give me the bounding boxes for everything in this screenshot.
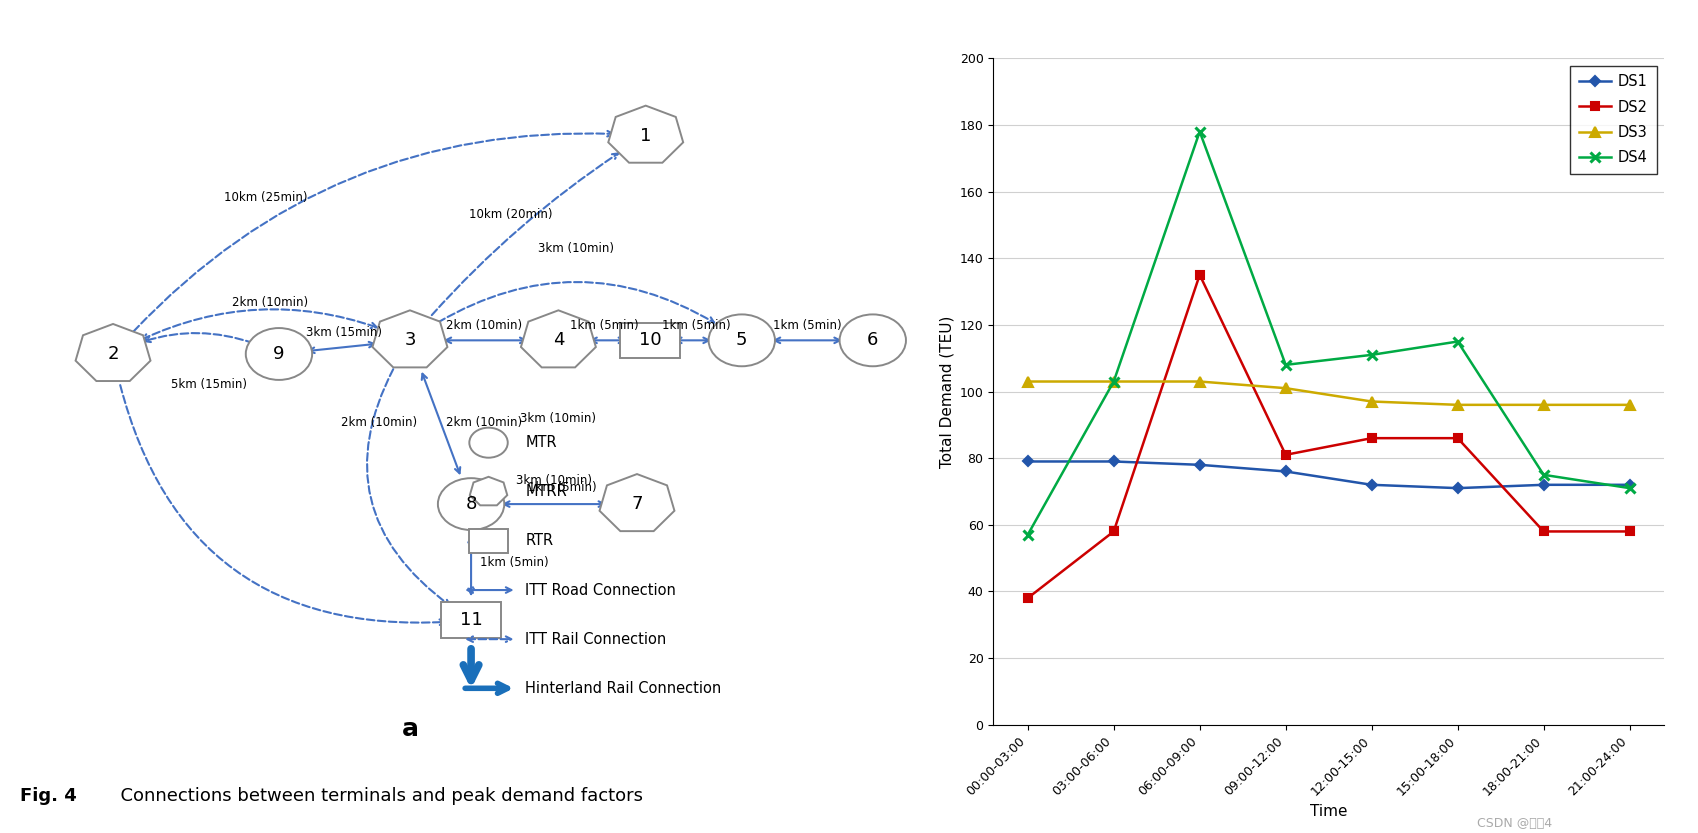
DS4 (1362, 350, 1382, 360)
Text: 11: 11 (460, 611, 482, 629)
DS3 (1190, 377, 1211, 387)
Text: 1km (5min): 1km (5min) (662, 319, 730, 332)
Text: 10km (25min): 10km (25min) (224, 191, 307, 203)
Text: 2km (10min): 2km (10min) (341, 416, 418, 429)
Text: ITT Rail Connection: ITT Rail Connection (525, 631, 667, 646)
Circle shape (839, 314, 907, 367)
X-axis label: Time: Time (1309, 804, 1348, 819)
Text: 1km (5min): 1km (5min) (481, 556, 548, 569)
Text: 10: 10 (638, 332, 662, 349)
Legend: DS1, DS2, DS3, DS4: DS1, DS2, DS3, DS4 (1571, 66, 1657, 174)
Circle shape (438, 478, 504, 530)
Y-axis label: Total Demand (TEU): Total Demand (TEU) (939, 316, 954, 467)
Text: 3km (10min): 3km (10min) (538, 242, 615, 255)
DS3 (1620, 400, 1640, 410)
Text: 1km (5min): 1km (5min) (571, 319, 638, 332)
Text: 3km (10min): 3km (10min) (516, 474, 593, 486)
DS2 (1017, 593, 1037, 603)
DS1 (1104, 456, 1124, 466)
DS4 (1447, 337, 1467, 347)
Text: Connections between terminals and peak demand factors: Connections between terminals and peak d… (109, 786, 642, 805)
DS4 (1620, 483, 1640, 493)
DS1 (1362, 480, 1382, 490)
Polygon shape (608, 106, 683, 162)
Polygon shape (76, 324, 151, 381)
Text: 3km (15min): 3km (15min) (306, 326, 382, 339)
Text: CSDN @前进4: CSDN @前进4 (1477, 816, 1552, 830)
Text: MTRR: MTRR (525, 484, 567, 499)
DS2 (1104, 526, 1124, 536)
Text: Hinterland Rail Connection: Hinterland Rail Connection (525, 681, 722, 696)
Circle shape (246, 328, 312, 380)
DS2 (1275, 450, 1296, 460)
Polygon shape (372, 311, 447, 367)
Text: 2: 2 (107, 345, 119, 363)
DS4 (1190, 127, 1211, 137)
Line: DS4: DS4 (1022, 127, 1635, 540)
DS2 (1447, 433, 1467, 443)
FancyBboxPatch shape (620, 322, 679, 358)
Circle shape (469, 427, 508, 457)
DS3 (1447, 400, 1467, 410)
Text: 1km (5min): 1km (5min) (528, 481, 598, 493)
DS1 (1533, 480, 1554, 490)
Polygon shape (599, 474, 674, 531)
DS1 (1275, 466, 1296, 476)
DS1 (1017, 456, 1037, 466)
FancyBboxPatch shape (469, 529, 508, 552)
Text: 5km (15min): 5km (15min) (171, 378, 248, 392)
Text: MTR: MTR (525, 435, 557, 450)
Text: 6: 6 (868, 332, 878, 349)
DS1 (1447, 483, 1467, 493)
DS4 (1104, 377, 1124, 387)
Text: 3: 3 (404, 332, 416, 349)
DS2 (1362, 433, 1382, 443)
Text: 3km (10min): 3km (10min) (520, 412, 596, 426)
DS2 (1620, 526, 1640, 536)
DS3 (1275, 383, 1296, 393)
DS3 (1362, 397, 1382, 407)
Text: 1: 1 (640, 127, 652, 145)
Text: 2km (10min): 2km (10min) (447, 319, 523, 332)
Text: ITT Road Connection: ITT Road Connection (525, 582, 676, 597)
Polygon shape (521, 311, 596, 367)
DS2 (1190, 270, 1211, 280)
Text: 2km (10min): 2km (10min) (233, 297, 309, 309)
Text: 10km (20min): 10km (20min) (469, 207, 552, 221)
DS2 (1533, 526, 1554, 536)
Text: 8: 8 (465, 495, 477, 513)
DS4 (1017, 530, 1037, 540)
DS1 (1190, 460, 1211, 470)
DS3 (1017, 377, 1037, 387)
Text: 4: 4 (552, 332, 564, 349)
DS4 (1533, 470, 1554, 480)
Circle shape (708, 314, 774, 367)
Polygon shape (470, 476, 508, 506)
Text: 2km (10min): 2km (10min) (447, 416, 523, 429)
Text: 1km (5min): 1km (5min) (773, 319, 842, 332)
FancyBboxPatch shape (441, 602, 501, 638)
Text: 9: 9 (273, 345, 285, 363)
Text: Fig. 4: Fig. 4 (20, 786, 76, 805)
Line: DS2: DS2 (1024, 271, 1633, 602)
Text: 5: 5 (735, 332, 747, 349)
Text: RTR: RTR (525, 533, 554, 548)
Text: a: a (401, 717, 418, 741)
Line: DS3: DS3 (1024, 377, 1633, 409)
DS3 (1533, 400, 1554, 410)
DS3 (1104, 377, 1124, 387)
DS4 (1275, 360, 1296, 370)
DS1 (1620, 480, 1640, 490)
Text: 7: 7 (632, 495, 644, 513)
Line: DS1: DS1 (1024, 457, 1633, 492)
